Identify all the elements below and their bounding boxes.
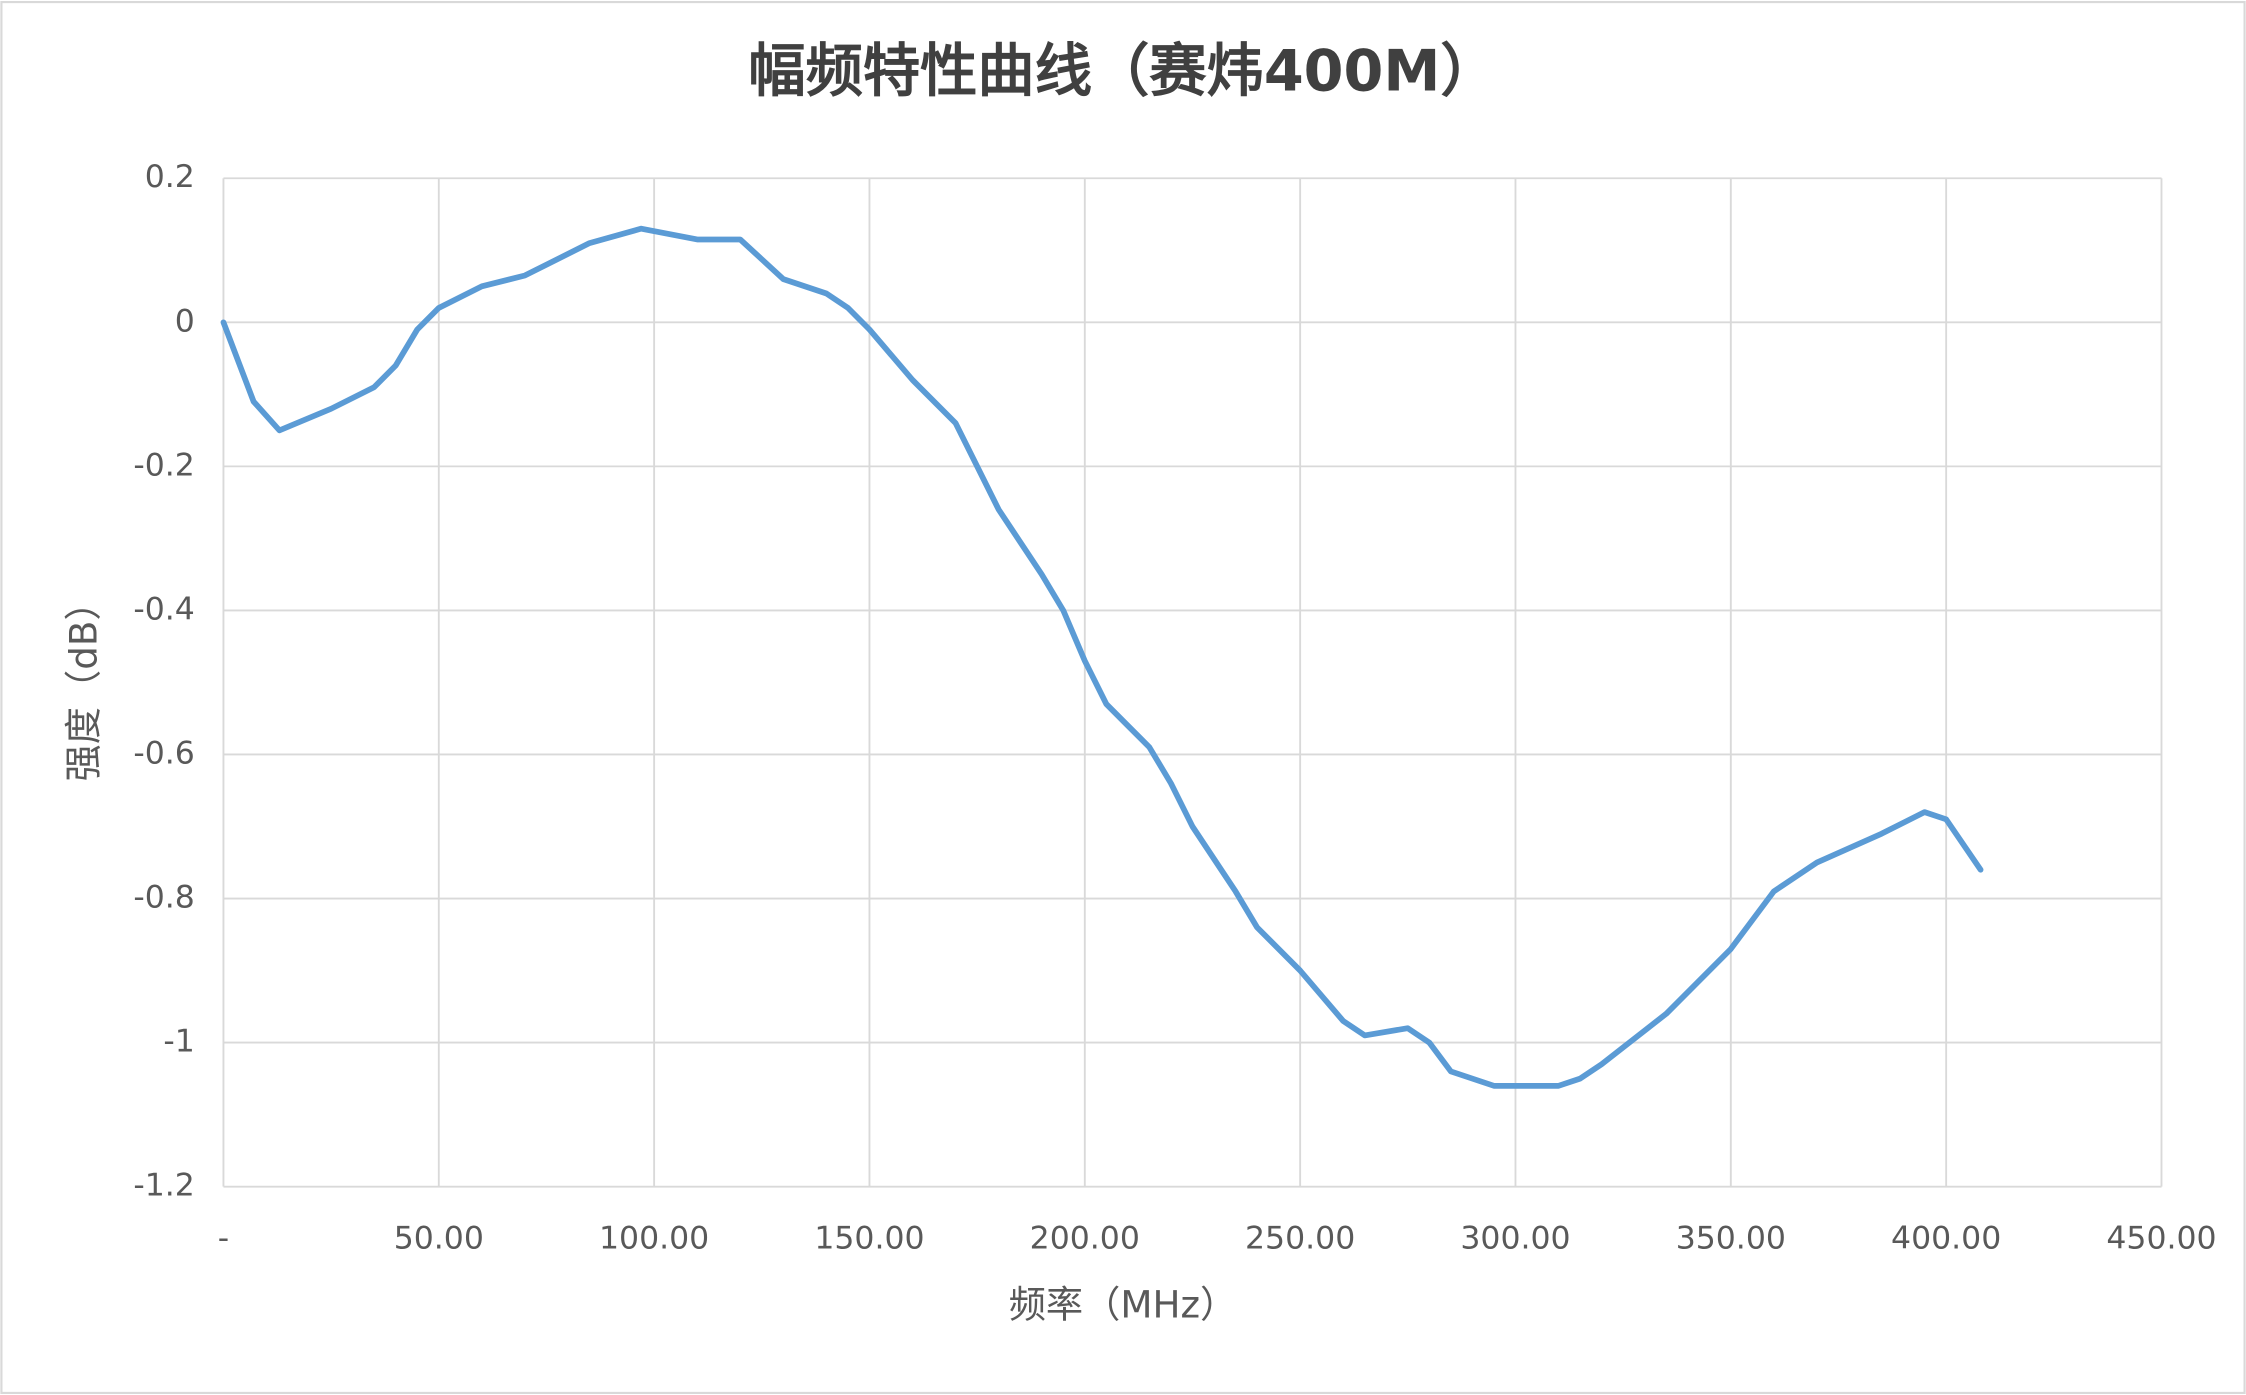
- data-line: [220, 225, 1984, 1089]
- x-tick-label: 150.00: [814, 1221, 924, 1257]
- x-tick-label: 200.00: [1030, 1221, 1140, 1257]
- chart-title: 幅频特性曲线（赛炜400M）: [748, 38, 1497, 105]
- x-tick-label: -: [218, 1221, 229, 1257]
- y-tick-label: -1: [163, 1024, 194, 1060]
- y-tick-label: -0.8: [133, 880, 194, 916]
- y-axis-label: 强度（dB）: [61, 583, 105, 781]
- x-tick-label: 100.00: [599, 1221, 709, 1257]
- y-tick-label: -0.4: [133, 591, 194, 627]
- x-tick-label: 50.00: [394, 1221, 484, 1257]
- x-tick-label: 250.00: [1245, 1221, 1355, 1257]
- x-tick-label: 400.00: [1891, 1221, 2001, 1257]
- y-tick-label: 0.2: [145, 159, 195, 195]
- x-tick-label: 350.00: [1676, 1221, 1786, 1257]
- x-tick-label: 450.00: [2106, 1221, 2216, 1257]
- y-tick-label: -0.2: [133, 447, 194, 483]
- x-axis-label: 频率（MHz）: [1009, 1282, 1238, 1326]
- y-tick-label: -0.6: [133, 735, 194, 771]
- y-tick-label: -1.2: [133, 1168, 194, 1204]
- y-tick-label: 0: [175, 303, 195, 339]
- x-tick-label: 300.00: [1460, 1221, 1570, 1257]
